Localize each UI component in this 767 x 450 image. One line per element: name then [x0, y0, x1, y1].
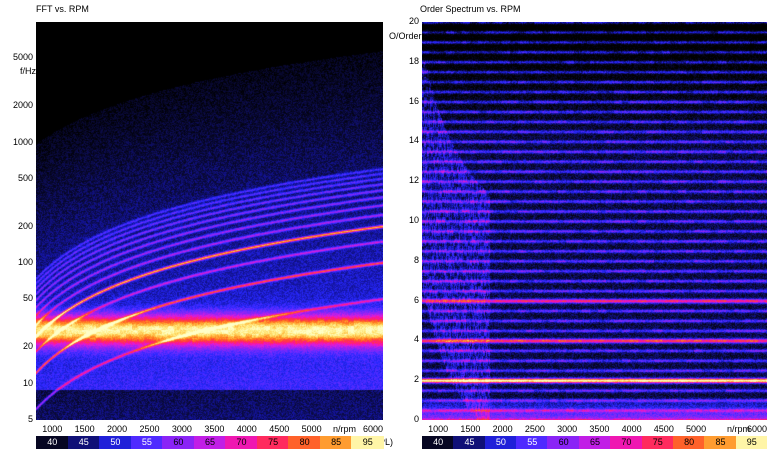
order-colorbar: 40455055606570758085L/dB(SPL)95	[422, 436, 767, 449]
fft-colorbar-tick: 85	[319, 436, 353, 449]
order-colorbar-tick: 95	[735, 436, 767, 449]
order-x-unit: n/rpm	[727, 424, 751, 434]
order-y-tick: 2	[413, 374, 419, 385]
fft-colorbar-tick: 65	[193, 436, 227, 449]
fft-y-tick: 20	[22, 341, 33, 352]
fft-panel: FFT vs. RPM f/Hz 5 10 20 50 100 200 500 1000 200…	[0, 0, 393, 450]
order-x-tick: 3500	[589, 424, 610, 434]
order-y-tick: 8	[413, 254, 419, 265]
fft-colorbar-tick: 75	[256, 436, 290, 449]
order-colorbar-tick: 80	[672, 436, 706, 449]
order-x-tick: 2500	[524, 424, 545, 434]
order-panel: Order Spectrum vs. RPM O/Order 0 2 4 6 8 10 12…	[384, 0, 767, 450]
order-x-tick: 4500	[653, 424, 674, 434]
fft-colorbar-tick: 40	[36, 436, 69, 449]
order-colorbar-tick: 55	[516, 436, 549, 449]
fft-y-tick: 500	[17, 172, 33, 183]
order-x-tick: 3000	[557, 424, 578, 434]
order-x-tick: 1500	[460, 424, 481, 434]
order-x-tick: 4000	[621, 424, 642, 434]
order-y-tick: 10	[408, 215, 419, 225]
fft-y-tick: 2000	[12, 100, 33, 111]
fft-colorbar-tick: 45	[67, 436, 101, 449]
order-colorbar-tick: 75	[641, 436, 674, 449]
fft-colorbar-tick: 70	[225, 436, 258, 449]
order-colorbar-tick: 60	[547, 436, 580, 449]
fft-colorbar-tick: 80	[288, 436, 321, 449]
fft-colorbar-tick: 60	[162, 436, 195, 449]
order-heatmap-canvas	[422, 22, 767, 420]
order-y-tick: 14	[408, 135, 419, 146]
fft-colorbar: 40455055606570758085L/dB(SPL)95	[36, 436, 393, 449]
fft-heatmap[interactable]	[36, 22, 383, 420]
order-y-tick: 16	[408, 95, 419, 106]
fft-x-tick: 5000	[301, 424, 322, 434]
fft-x-tick: 2500	[139, 424, 160, 434]
order-colorbar-tick: 45	[453, 436, 486, 449]
fft-y-unit: f/Hz	[20, 66, 37, 76]
order-colorbar-tick: 65	[578, 436, 612, 449]
fft-x-unit: n/rpm	[333, 424, 357, 434]
order-x-tick: 1000	[428, 424, 449, 434]
fft-colorbar-tick: 50	[99, 436, 132, 449]
fft-x-tick: 4000	[236, 424, 257, 434]
fft-x-tick: 3500	[204, 424, 225, 434]
order-x-tick: 2000	[492, 424, 513, 434]
fft-x-tick: 2000	[107, 424, 128, 434]
order-y-tick: 4	[413, 334, 419, 345]
fft-x-tick: 4500	[269, 424, 290, 434]
fft-colorbar-tick: 55	[130, 436, 164, 449]
order-y-tick: 6	[413, 294, 419, 305]
fft-y-tick: 200	[17, 220, 33, 231]
fft-y-tick: 10	[22, 377, 33, 388]
fft-y-tick: 5000	[12, 52, 33, 63]
order-y-unit: O/Order	[389, 31, 422, 41]
fft-x-tick: 6000	[362, 424, 384, 434]
order-colorbar-tick: 50	[484, 436, 518, 449]
order-colorbar-tick: 70	[610, 436, 643, 449]
order-y-tick: 18	[408, 55, 419, 66]
fft-y-tick: 50	[22, 293, 33, 304]
order-x-tick: 6000	[746, 424, 767, 434]
fft-heatmap-canvas	[36, 22, 383, 420]
fft-y-tick: 5	[27, 414, 33, 424]
order-y-tick: 0	[413, 414, 419, 424]
order-y-tick: 20	[408, 16, 419, 26]
fft-title: FFT vs. RPM	[36, 4, 89, 14]
order-title: Order Spectrum vs. RPM	[420, 4, 521, 14]
order-y-tick: 12	[408, 175, 419, 186]
fft-x-tick: 1000	[42, 424, 63, 434]
order-x-tick: 5000	[686, 424, 707, 434]
order-colorbar-tick: 40	[422, 436, 455, 449]
fft-y-tick: 1000	[12, 136, 33, 147]
fft-x-tick: 3000	[171, 424, 192, 434]
order-heatmap[interactable]	[422, 22, 767, 420]
order-colorbar-tick: 85	[704, 436, 737, 449]
fft-x-tick: 1500	[74, 424, 95, 434]
fft-y-tick: 100	[17, 257, 33, 268]
fft-colorbar-tick: 95	[351, 436, 384, 449]
